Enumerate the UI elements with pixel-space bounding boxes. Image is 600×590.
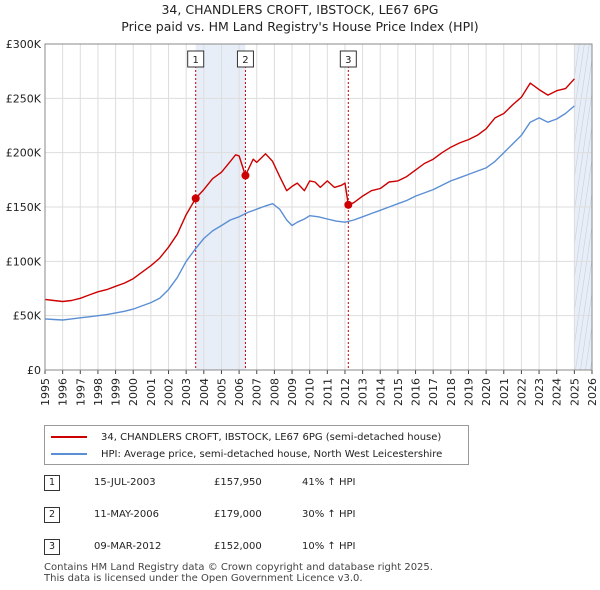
price-chart: £0 £50K £100K £150K £200K £250K £300K 1995 1996 1… — [6, 38, 600, 406]
chart-subtitle: Price paid vs. HM Land Registry's House … — [121, 19, 479, 34]
sale-date: 09-MAR-2012 — [94, 541, 162, 552]
x-tick-label: 2008 — [268, 378, 281, 406]
sale-row: 1 15-JUL-2003 £157,950 41% ↑ HPI — [44, 475, 444, 493]
hatch-line — [595, 44, 600, 370]
legend-swatch-property — [51, 436, 87, 438]
property-price-line — [44, 78, 575, 303]
hpi-series-line — [44, 105, 575, 321]
sale-number-badge: 3 — [44, 539, 60, 555]
x-tick-label: 2009 — [286, 378, 299, 406]
x-tick-label: 2023 — [533, 378, 546, 406]
x-tick-label: 2006 — [233, 378, 246, 406]
x-tick-label: 2022 — [515, 378, 528, 406]
sale-price: £152,000 — [214, 541, 262, 552]
x-tick-label: 2005 — [215, 378, 228, 406]
x-tick-label: 1997 — [74, 378, 87, 406]
sale-hpi-change: 41% ↑ HPI — [302, 477, 356, 488]
sale-number-label: 2 — [242, 55, 248, 66]
legend-swatch-hpi — [51, 453, 87, 455]
footer-copyright: Contains HM Land Registry data © Crown c… — [44, 562, 433, 573]
sale-point — [191, 194, 200, 203]
footer-licence: This data is licensed under the Open Gov… — [44, 573, 363, 584]
x-tick-label: 2024 — [551, 378, 564, 406]
sale-price: £157,950 — [214, 477, 262, 488]
sale-point — [344, 200, 353, 209]
x-tick-label: 1995 — [39, 378, 52, 406]
x-tick-label: 1999 — [110, 378, 123, 406]
sale-hpi-change: 30% ↑ HPI — [302, 509, 356, 520]
y-tick-label: £100K — [6, 255, 42, 268]
legend-item-hpi: HPI: Average price, semi-detached house,… — [51, 446, 442, 462]
x-tick-label: 2026 — [586, 378, 599, 406]
legend-label-property: 34, CHANDLERS CROFT, IBSTOCK, LE67 6PG (… — [101, 431, 442, 443]
sale-point — [241, 171, 250, 180]
sale-number-box — [339, 50, 357, 68]
sale-price: £179,000 — [214, 509, 262, 520]
x-tick-label: 2004 — [198, 378, 211, 406]
sale-number-box — [236, 50, 254, 68]
x-tick-label: 2020 — [480, 378, 493, 406]
x-tick-label: 2017 — [427, 378, 440, 406]
plot-border — [44, 43, 593, 371]
y-tick-label: £50K — [13, 310, 42, 323]
x-tick-label: 2013 — [357, 378, 370, 406]
x-tick-label: 2019 — [462, 378, 475, 406]
chart-legend: 34, CHANDLERS CROFT, IBSTOCK, LE67 6PG (… — [44, 425, 469, 465]
y-tick-label: £200K — [6, 147, 42, 160]
sale-date: 11-MAY-2006 — [94, 509, 160, 520]
chart-title-line1: 34, CHANDLERS CROFT, IBSTOCK, LE67 6PG — [161, 2, 439, 17]
x-tick-label: 2010 — [304, 378, 317, 406]
y-tick-label: £250K — [6, 92, 42, 105]
legend-item-property: 34, CHANDLERS CROFT, IBSTOCK, LE67 6PG (… — [51, 429, 441, 445]
sale-number-label: 3 — [345, 55, 351, 66]
x-tick-label: 1998 — [92, 378, 105, 406]
x-tick-label: 2018 — [445, 378, 458, 406]
x-tick-label: 1996 — [57, 378, 70, 406]
sale-number-box — [187, 50, 205, 68]
x-tick-label: 2012 — [339, 378, 352, 406]
x-tick-label: 2000 — [127, 378, 140, 406]
x-tick-label: 2021 — [498, 378, 511, 406]
x-tick-label: 2011 — [321, 378, 334, 406]
sale-row: 2 11-MAY-2006 £179,000 30% ↑ HPI — [44, 507, 444, 525]
y-tick-label: £300K — [6, 38, 42, 51]
sale-number-badge: 2 — [44, 507, 60, 523]
sale-hpi-change: 10% ↑ HPI — [302, 541, 356, 552]
x-tick-label: 2002 — [163, 378, 176, 406]
x-tick-label: 2015 — [392, 378, 405, 406]
x-tick-label: 2001 — [145, 378, 158, 406]
x-tick-label: 2007 — [251, 378, 264, 406]
legend-label-hpi: HPI: Average price, semi-detached house,… — [101, 448, 443, 460]
x-tick-label: 2025 — [568, 378, 581, 406]
sale-number-badge: 1 — [44, 475, 60, 491]
sale-number-label: 1 — [193, 55, 199, 66]
y-tick-label: £150K — [6, 201, 42, 214]
sale-date: 15-JUL-2003 — [94, 477, 156, 488]
x-tick-label: 2014 — [374, 378, 387, 406]
y-tick-label: £0 — [27, 364, 41, 377]
x-tick-label: 2016 — [410, 378, 423, 406]
sale-row: 3 09-MAR-2012 £152,000 10% ↑ HPI — [44, 539, 444, 557]
x-tick-label: 2003 — [180, 378, 193, 406]
